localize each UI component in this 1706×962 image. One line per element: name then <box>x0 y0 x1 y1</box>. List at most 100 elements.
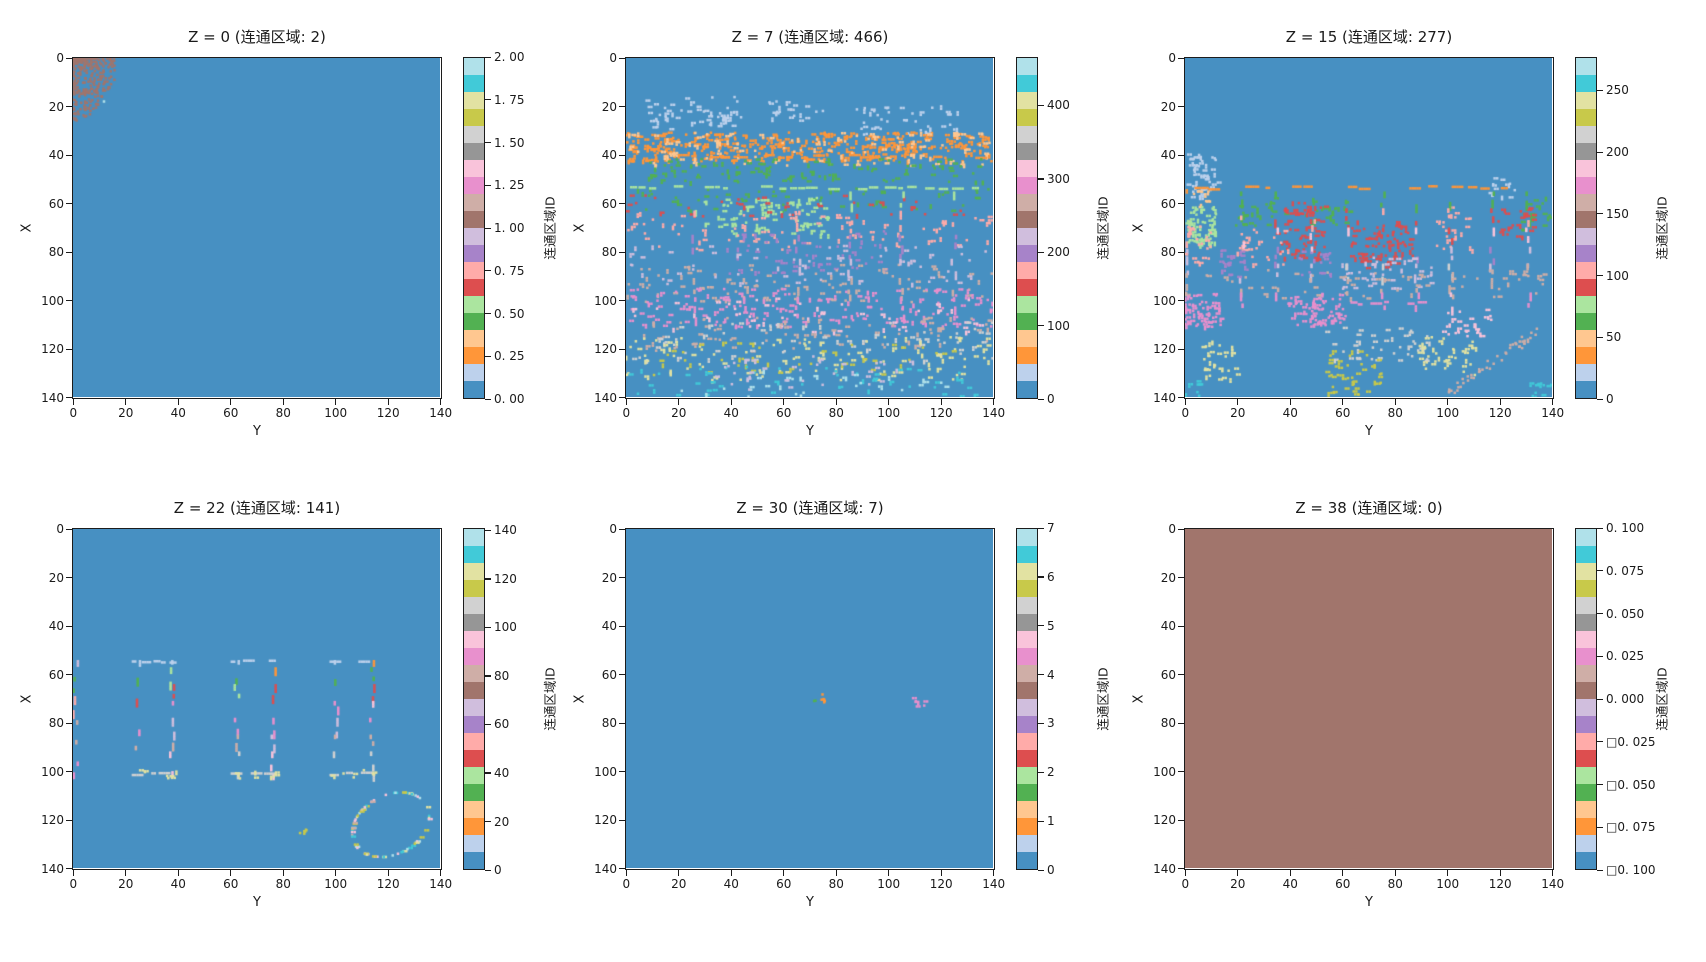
x-tick-label: 20 <box>118 406 134 420</box>
y-tick-label: 20 <box>601 570 617 585</box>
y-tick-label: 60 <box>48 667 64 682</box>
colorbar-cell <box>464 126 484 143</box>
colorbar <box>463 528 485 870</box>
x-tick-label: 20 <box>1230 877 1246 891</box>
x-tick-mark <box>440 399 442 405</box>
colorbar-tick-label: 6 <box>1047 569 1055 584</box>
heatmap-canvas <box>73 529 440 868</box>
y-tick-label: 100 <box>1153 764 1176 779</box>
colorbar-cell <box>1576 818 1596 835</box>
x-axis-label: Y <box>1365 895 1373 910</box>
heatmap-axes <box>625 528 995 870</box>
colorbar-tick-label: 0. 50 <box>494 306 525 321</box>
x-tick-label: 100 <box>324 877 348 891</box>
x-tick-label: 40 <box>1282 406 1298 420</box>
colorbar-tick-mark <box>1038 104 1044 107</box>
colorbar-cell <box>1017 767 1037 784</box>
x-tick-mark <box>1394 399 1396 405</box>
colorbar-tick-mark <box>1597 741 1603 743</box>
colorbar-cell <box>1576 614 1596 631</box>
subplot-title: Z = 22 (连通区域: 141) <box>173 499 341 517</box>
colorbar-cell <box>1017 665 1037 682</box>
colorbar-tick-label: 20 <box>494 814 510 829</box>
colorbar-cell <box>464 682 484 699</box>
x-tick-label: 60 <box>223 406 239 420</box>
x-tick-mark <box>1552 870 1554 876</box>
colorbar-tick-mark <box>1038 576 1044 578</box>
y-tick-mark <box>1178 674 1184 676</box>
y-tick-label: 100 <box>594 293 617 308</box>
x-tick-mark <box>678 870 680 876</box>
colorbar-tick-label: 0 <box>494 863 502 877</box>
colorbar-tick-label: □0. 025 <box>1606 734 1656 749</box>
colorbar-tick-mark <box>1597 89 1603 92</box>
y-tick-mark <box>1178 348 1184 350</box>
heatmap-canvas <box>626 529 993 868</box>
colorbar-cell <box>464 228 484 245</box>
colorbar-cell <box>1017 296 1037 313</box>
x-tick-label: 100 <box>1436 877 1460 891</box>
x-axis-label: Y <box>253 895 261 910</box>
colorbar-cell <box>1576 160 1596 177</box>
colorbar-cell <box>1017 194 1037 211</box>
colorbar-cell <box>464 716 484 733</box>
colorbar-tick-label: 0. 100 <box>1606 521 1645 535</box>
heatmap-axes <box>1184 528 1554 870</box>
colorbar-tick-label: □0. 100 <box>1606 863 1656 877</box>
colorbar-cell <box>464 177 484 194</box>
x-tick-label: 40 <box>1282 877 1298 891</box>
colorbar-cell <box>464 109 484 126</box>
colorbar-cell <box>1017 750 1037 767</box>
x-tick-label: 40 <box>723 877 739 891</box>
y-tick-mark <box>66 819 72 821</box>
x-tick-label: 140 <box>982 406 1006 420</box>
y-tick-label: 100 <box>41 764 64 779</box>
y-tick-label: 120 <box>1153 813 1176 828</box>
y-tick-label: 60 <box>1160 667 1176 682</box>
colorbar-cell <box>1576 767 1596 784</box>
colorbar-tick-mark <box>485 184 491 186</box>
colorbar-tick-label: 0 <box>1047 863 1055 877</box>
colorbar <box>463 57 485 399</box>
y-tick-label: 20 <box>48 99 64 114</box>
colorbar-label: 连通区域ID <box>1095 667 1111 731</box>
colorbar-tick-mark <box>485 772 491 774</box>
colorbar-tick-label: 1. 50 <box>494 135 525 150</box>
colorbar-cell <box>464 347 484 364</box>
colorbar-cell <box>1576 631 1596 648</box>
y-tick-label: 40 <box>601 148 617 163</box>
colorbar-cell <box>464 563 484 580</box>
colorbar-cell <box>1017 648 1037 665</box>
colorbar-tick-label: 400 <box>1047 98 1070 113</box>
colorbar-tick-mark <box>1038 722 1044 725</box>
y-tick-label: 40 <box>1160 619 1176 634</box>
x-axis-label: Y <box>806 424 814 439</box>
y-tick-label: 80 <box>1160 245 1176 260</box>
colorbar-cell <box>1017 580 1037 597</box>
y-tick-mark <box>619 674 625 676</box>
colorbar-tick-label: 3 <box>1047 716 1055 731</box>
subplot-z0: Z = 0 (连通区域: 2) X Y 连通区域ID 0 0 20 20 40 40 60 6… <box>0 0 569 481</box>
y-tick-label: 0 <box>56 522 64 537</box>
x-tick-label: 40 <box>170 406 186 420</box>
colorbar-tick-label: 1. 00 <box>494 221 525 235</box>
colorbar-cell <box>1576 347 1596 364</box>
y-tick-mark <box>619 57 625 59</box>
colorbar-tick-mark <box>1038 869 1044 871</box>
x-tick-mark <box>1342 399 1344 405</box>
y-tick-label: 60 <box>601 196 617 211</box>
colorbar-cell <box>1017 716 1037 733</box>
x-tick-mark <box>1184 870 1186 876</box>
y-tick-mark <box>66 397 72 399</box>
x-tick-label: 60 <box>776 877 792 891</box>
colorbar-tick-label: 5 <box>1047 618 1055 633</box>
y-tick-mark <box>66 203 72 205</box>
colorbar-tick-mark <box>485 313 491 315</box>
y-tick-mark <box>1178 251 1184 253</box>
colorbar-tick-label: 0. 025 <box>1606 649 1645 664</box>
colorbar-cell <box>464 330 484 347</box>
colorbar-tick-mark <box>1597 336 1603 338</box>
colorbar-cell <box>1576 262 1596 279</box>
x-tick-mark <box>335 870 337 876</box>
subplot-title: Z = 0 (连通区域: 2) <box>188 28 326 46</box>
